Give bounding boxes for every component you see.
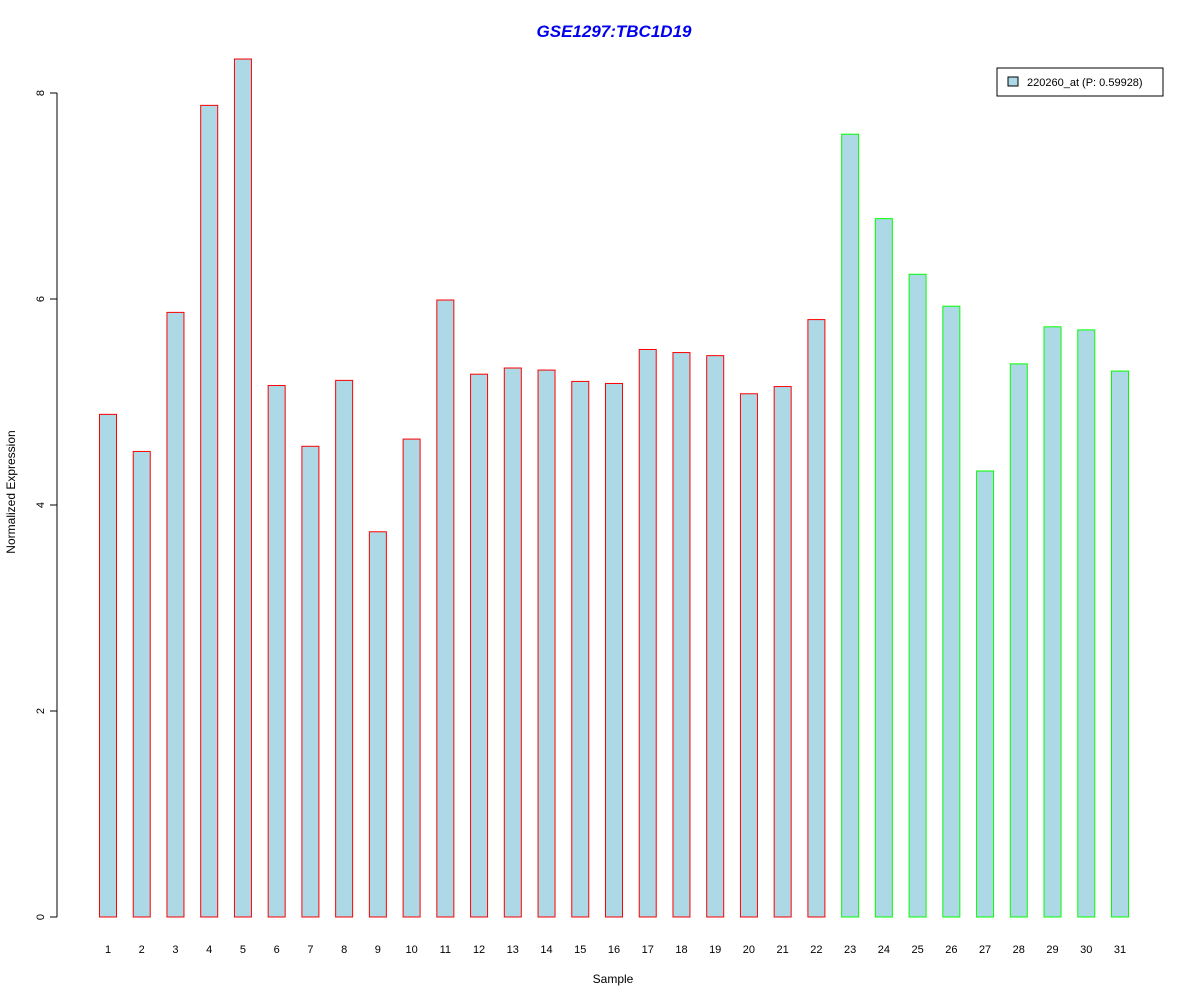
x-tick-label: 6 bbox=[274, 944, 280, 956]
bar-sample-7 bbox=[301, 445, 320, 918]
x-tick-label: 10 bbox=[405, 944, 417, 956]
bar-sample-17 bbox=[638, 348, 657, 918]
bar-sample-23 bbox=[841, 133, 860, 918]
y-tick-label: 6 bbox=[35, 296, 47, 302]
bar-sample-16 bbox=[605, 382, 623, 918]
x-tick-label: 12 bbox=[473, 944, 485, 956]
bar-sample-13 bbox=[503, 367, 522, 918]
x-tick-label: 7 bbox=[307, 944, 313, 956]
y-tick-label: 8 bbox=[35, 90, 47, 96]
bar-sample-10 bbox=[402, 438, 421, 918]
y-tick-label: 0 bbox=[35, 914, 47, 920]
x-tick-label: 23 bbox=[844, 944, 856, 956]
bar-sample-20 bbox=[739, 393, 758, 918]
bar-sample-21 bbox=[773, 386, 792, 918]
bar-sample-5 bbox=[233, 58, 252, 918]
x-tick-label: 29 bbox=[1046, 944, 1058, 956]
bar-sample-31 bbox=[1111, 370, 1129, 918]
bar-sample-27 bbox=[976, 470, 995, 918]
x-tick-label: 14 bbox=[540, 944, 552, 956]
legend-box bbox=[996, 67, 1164, 97]
x-tick-label: 4 bbox=[206, 944, 212, 956]
bar-sample-3 bbox=[166, 311, 185, 918]
chart-title: GSE1297:TBC1D19 bbox=[537, 22, 693, 41]
bar-sample-15 bbox=[571, 380, 590, 918]
bar-sample-12 bbox=[470, 373, 489, 918]
bar-sample-19 bbox=[706, 355, 725, 918]
x-tick-label: 16 bbox=[608, 944, 620, 956]
x-tick-label: 26 bbox=[945, 944, 957, 956]
x-tick-label: 9 bbox=[375, 944, 381, 956]
y-axis-label: Normalized Expression bbox=[4, 430, 18, 553]
x-tick-label: 18 bbox=[675, 944, 687, 956]
x-tick-label: 17 bbox=[642, 944, 654, 956]
x-tick-label: 1 bbox=[105, 944, 111, 956]
x-axis-label: Sample bbox=[593, 972, 634, 986]
x-tick-label: 25 bbox=[911, 944, 923, 956]
bar-sample-30 bbox=[1077, 329, 1096, 918]
bar-sample-28 bbox=[1009, 363, 1028, 918]
x-tick-label: 28 bbox=[1013, 944, 1025, 956]
bar-sample-11 bbox=[436, 299, 455, 918]
x-tick-label: 27 bbox=[979, 944, 991, 956]
y-tick-label: 4 bbox=[35, 502, 47, 508]
bar-sample-26 bbox=[942, 305, 961, 918]
bar-sample-2 bbox=[132, 450, 151, 918]
x-tick-label: 31 bbox=[1114, 944, 1126, 956]
bar-sample-25 bbox=[908, 273, 927, 918]
x-tick-label: 22 bbox=[810, 944, 822, 956]
legend-label: 220260_at (P: 0.59928) bbox=[1027, 77, 1143, 89]
y-tick-label: 2 bbox=[35, 708, 47, 714]
bar-sample-29 bbox=[1043, 326, 1062, 918]
x-tick-label: 8 bbox=[341, 944, 347, 956]
x-tick-label: 15 bbox=[574, 944, 586, 956]
x-tick-label: 3 bbox=[172, 944, 178, 956]
bar-sample-22 bbox=[807, 319, 826, 918]
bar-sample-4 bbox=[200, 104, 219, 918]
bar-sample-24 bbox=[874, 218, 893, 918]
legend: 220260_at (P: 0.59928) bbox=[996, 67, 1164, 97]
x-tick-label: 2 bbox=[139, 944, 145, 956]
bar-sample-8 bbox=[335, 379, 354, 918]
x-tick-label: 20 bbox=[743, 944, 755, 956]
bar-sample-9 bbox=[368, 531, 387, 918]
legend-swatch bbox=[1007, 76, 1019, 87]
x-tick-label: 11 bbox=[440, 944, 451, 956]
bar-sample-6 bbox=[267, 385, 286, 918]
bar-sample-14 bbox=[537, 369, 556, 918]
x-tick-label: 21 bbox=[777, 944, 789, 956]
x-tick-label: 13 bbox=[507, 944, 519, 956]
bar-sample-18 bbox=[672, 352, 691, 918]
x-tick-label: 5 bbox=[240, 944, 246, 956]
x-tick-label: 30 bbox=[1080, 944, 1092, 956]
x-tick-label: 19 bbox=[709, 944, 721, 956]
x-tick-label: 24 bbox=[878, 944, 890, 956]
bar-sample-1 bbox=[99, 413, 117, 918]
